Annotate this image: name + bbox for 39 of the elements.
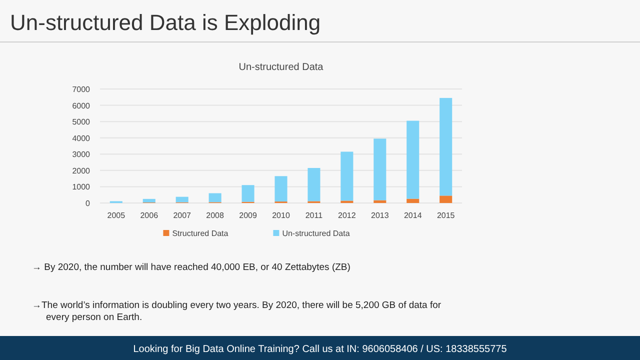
bar — [142, 198, 156, 203]
x-tick-label: 2008 — [206, 211, 225, 220]
legend-label: Structured Data — [172, 229, 229, 238]
bar — [440, 196, 452, 203]
chart-subtitle: Un-structured Data — [238, 62, 324, 73]
bar — [374, 138, 386, 200]
bar — [440, 98, 452, 196]
bar — [308, 168, 320, 202]
x-tick-label: 2013 — [371, 211, 390, 220]
x-tick-label: 2007 — [173, 211, 192, 220]
bar — [274, 176, 288, 202]
x-tick-label: 2005 — [107, 211, 126, 220]
y-tick-label: 1000 — [72, 182, 91, 192]
text: Looking for Big Data Online Training? Call us at IN: 9606058406 / US: 18338555775 — [133, 344, 508, 355]
bar — [340, 152, 354, 201]
bar — [374, 200, 386, 203]
y-tick-label: 7000 — [72, 85, 91, 94]
x-tick-label: 2015 — [436, 211, 456, 220]
x-tick-label: 2011 — [305, 211, 324, 220]
x-tick-label: 2006 — [140, 211, 159, 220]
y-tick-label: 4000 — [72, 134, 91, 143]
x-tick-label: 2012 — [338, 211, 356, 220]
bar — [406, 120, 420, 199]
text: →The world’s information is doubling every two years. By 2020, there will be 5,200 GB of data for every person on Earth. — [32, 300, 442, 323]
text: → By 2020, the number will have reached 40,000 EB, or 40 Zettabytes (ZB) — [32, 262, 350, 273]
y-tick-label: 6000 — [72, 101, 91, 110]
bar — [406, 198, 420, 203]
bar — [208, 193, 222, 202]
legend-label: Un-structured Data — [282, 229, 350, 238]
x-tick-label: 2014 — [404, 211, 422, 220]
y-tick-label: 3000 — [72, 150, 91, 160]
bar — [176, 196, 188, 202]
x-tick-label: 2009 — [239, 211, 258, 220]
y-tick-label: 5000 — [72, 118, 91, 127]
chart-title: Un-structured Data is Exploding — [10, 10, 321, 35]
y-tick-label: 0 — [86, 199, 91, 208]
bar — [242, 185, 254, 202]
y-tick-label: 2000 — [72, 166, 91, 176]
x-tick-label: 2010 — [272, 211, 290, 220]
